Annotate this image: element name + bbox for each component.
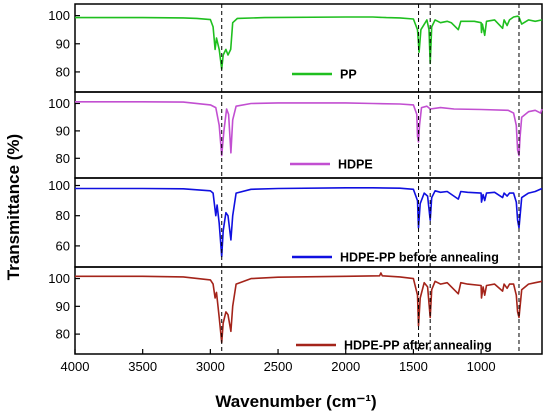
x-tick-label: 4000 — [61, 359, 90, 374]
x-tick-label: 3000 — [196, 359, 225, 374]
y-tick-label: 80 — [56, 151, 70, 166]
y-tick-label: 80 — [56, 64, 70, 79]
legend-label: PP — [340, 68, 357, 82]
x-tick-label: 3500 — [128, 359, 157, 374]
x-tick-label: 2500 — [264, 359, 293, 374]
panel-2: 100 90 80 HDPE — [48, 91, 543, 179]
y-tick-label: 90 — [56, 299, 70, 314]
y-tick-label: 90 — [56, 36, 70, 51]
series-line-1 — [75, 15, 543, 70]
x-axis: 4000 3500 3000 2500 2000 1500 1000 — [61, 349, 496, 374]
legend-label: HDPE — [338, 158, 373, 172]
reference-lines — [221, 4, 520, 354]
x-tick-label: 1000 — [467, 359, 496, 374]
series-line-3 — [75, 187, 543, 258]
y-axis-label: Transmittance (%) — [4, 134, 23, 280]
panel-4: 100 90 80 HDPE-PP after annealing — [48, 266, 543, 355]
y-tick-label: 100 — [48, 178, 70, 193]
x-tick-label: 1500 — [399, 359, 428, 374]
y-tick-label: 90 — [56, 123, 70, 138]
series-line-4 — [75, 272, 543, 344]
y-tick-label: 100 — [48, 271, 70, 286]
x-axis-label: Wavenumber (cm⁻¹) — [215, 392, 376, 411]
y-tick-label: 80 — [56, 327, 70, 342]
panels-group: 100 90 80 PP 100 90 80 HDPE 100 80 60 HDPE-PP befor… — [48, 3, 543, 355]
y-tick-label: 60 — [56, 238, 70, 253]
legend-label: HDPE-PP before annealing — [340, 251, 499, 265]
panel-frame — [74, 266, 543, 355]
legend-label: HDPE-PP after annealing — [344, 339, 492, 353]
x-tick-label: 2000 — [331, 359, 360, 374]
series-line-2 — [75, 101, 543, 157]
y-tick-label: 80 — [56, 208, 70, 223]
y-tick-label: 100 — [48, 8, 70, 23]
y-tick-label: 100 — [48, 96, 70, 111]
